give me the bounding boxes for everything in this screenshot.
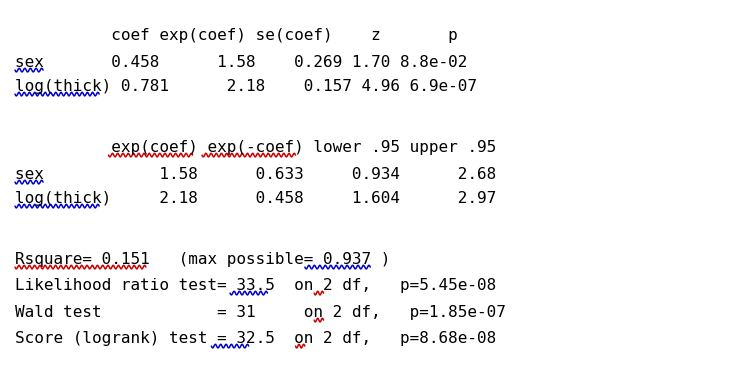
Text: sex       0.458      1.58    0.269 1.70 8.8e-02: sex 0.458 1.58 0.269 1.70 8.8e-02 <box>15 55 468 70</box>
Text: log(thick) 0.781      2.18    0.157 4.96 6.9e-07: log(thick) 0.781 2.18 0.157 4.96 6.9e-07 <box>15 79 477 94</box>
Text: Score (logrank) test = 32.5  on 2 df,   p=8.68e-08: Score (logrank) test = 32.5 on 2 df, p=8… <box>15 331 496 346</box>
Text: Wald test            = 31     on 2 df,   p=1.85e-07: Wald test = 31 on 2 df, p=1.85e-07 <box>15 305 506 320</box>
Text: coef exp(coef) se(coef)    z       p: coef exp(coef) se(coef) z p <box>15 28 457 43</box>
Text: Likelihood ratio test= 33.5  on 2 df,   p=5.45e-08: Likelihood ratio test= 33.5 on 2 df, p=5… <box>15 278 496 293</box>
Text: log(thick)     2.18      0.458     1.604      2.97: log(thick) 2.18 0.458 1.604 2.97 <box>15 191 496 206</box>
Text: exp(coef) exp(-coef) lower .95 upper .95: exp(coef) exp(-coef) lower .95 upper .95 <box>15 140 496 155</box>
Text: Rsquare= 0.151   (max possible= 0.937 ): Rsquare= 0.151 (max possible= 0.937 ) <box>15 252 391 267</box>
Text: sex            1.58      0.633     0.934      2.68: sex 1.58 0.633 0.934 2.68 <box>15 167 496 182</box>
